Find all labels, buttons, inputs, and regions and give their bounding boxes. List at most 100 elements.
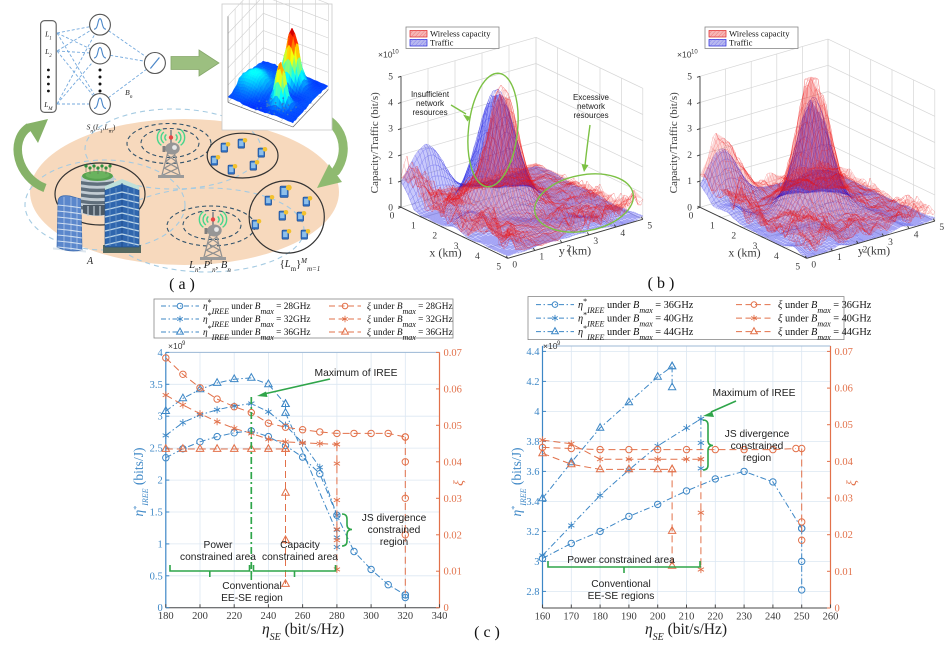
svg-text:3: 3 bbox=[454, 242, 459, 252]
svg-text:0.07: 0.07 bbox=[835, 347, 853, 358]
svg-text:180: 180 bbox=[592, 612, 608, 623]
svg-text:1: 1 bbox=[158, 539, 163, 550]
svg-text:1: 1 bbox=[388, 177, 393, 187]
svg-text:5: 5 bbox=[647, 221, 652, 231]
svg-text:η*IREE under Bmax = 44GHz: η*IREE under Bmax = 44GHz bbox=[578, 323, 694, 341]
svg-text:2: 2 bbox=[863, 245, 868, 255]
svg-text:4: 4 bbox=[620, 229, 625, 239]
svg-text:A: A bbox=[86, 256, 94, 267]
svg-text:3: 3 bbox=[158, 412, 163, 423]
svg-text:1: 1 bbox=[687, 177, 692, 187]
svg-text:0.01: 0.01 bbox=[835, 567, 853, 578]
svg-text:300: 300 bbox=[363, 611, 379, 622]
svg-text:0.05: 0.05 bbox=[444, 421, 462, 432]
svg-text:network: network bbox=[577, 102, 606, 111]
svg-text:3.5: 3.5 bbox=[150, 380, 163, 391]
svg-text:10: 10 bbox=[392, 49, 399, 55]
svg-text:Capacity/Traffic (bit/s): Capacity/Traffic (bit/s) bbox=[668, 92, 680, 193]
svg-text:2.8: 2.8 bbox=[526, 587, 539, 598]
svg-text:0.03: 0.03 bbox=[444, 494, 462, 505]
svg-text:220: 220 bbox=[707, 612, 723, 623]
svg-text:1: 1 bbox=[837, 253, 842, 263]
svg-text:4: 4 bbox=[687, 99, 692, 109]
svg-text:constrained: constrained bbox=[368, 525, 421, 536]
svg-text:4: 4 bbox=[534, 407, 540, 418]
svg-text:0.04: 0.04 bbox=[835, 457, 854, 468]
svg-text:3: 3 bbox=[687, 125, 692, 135]
svg-text:3.6: 3.6 bbox=[526, 467, 539, 478]
svg-text:Power: Power bbox=[204, 540, 233, 551]
svg-text:2: 2 bbox=[432, 232, 437, 242]
svg-text:210: 210 bbox=[679, 612, 695, 623]
svg-text:( a ): ( a ) bbox=[169, 276, 195, 293]
svg-text:constrained area: constrained area bbox=[180, 552, 256, 563]
svg-text:2: 2 bbox=[731, 232, 736, 242]
svg-text:220: 220 bbox=[226, 611, 242, 622]
svg-text:0: 0 bbox=[388, 203, 393, 213]
svg-text:region: region bbox=[743, 453, 771, 464]
svg-text:×10: ×10 bbox=[677, 49, 692, 59]
svg-text:0.05: 0.05 bbox=[835, 420, 853, 431]
svg-text:160: 160 bbox=[535, 612, 551, 623]
svg-text:3.8: 3.8 bbox=[526, 437, 539, 448]
svg-text:0: 0 bbox=[811, 260, 816, 270]
svg-text:280: 280 bbox=[329, 611, 345, 622]
svg-text:250: 250 bbox=[794, 612, 810, 623]
svg-text:4.4: 4.4 bbox=[526, 347, 540, 358]
svg-text:η*IREE under Bmax = 28GHz: η*IREE under Bmax = 28GHz bbox=[203, 298, 311, 316]
svg-text:3.4: 3.4 bbox=[526, 497, 540, 508]
svg-text:0: 0 bbox=[390, 211, 395, 221]
svg-text:JS divergence: JS divergence bbox=[725, 429, 790, 440]
svg-text:η*IREE under Bmax = 40GHz: η*IREE under Bmax = 40GHz bbox=[578, 310, 694, 328]
svg-text:2: 2 bbox=[388, 151, 393, 161]
svg-text:200: 200 bbox=[650, 612, 666, 623]
svg-text:Conventional: Conventional bbox=[222, 581, 281, 592]
svg-text:EE-SE regions: EE-SE regions bbox=[588, 591, 655, 602]
svg-text:5: 5 bbox=[795, 262, 800, 272]
svg-text:0.01: 0.01 bbox=[444, 567, 462, 578]
svg-text:5: 5 bbox=[687, 72, 692, 82]
svg-text:0: 0 bbox=[687, 203, 692, 213]
svg-text:0: 0 bbox=[835, 604, 840, 615]
svg-text:network: network bbox=[416, 99, 445, 108]
svg-text:0.03: 0.03 bbox=[835, 494, 853, 505]
svg-text:5: 5 bbox=[939, 223, 944, 233]
svg-text:region: region bbox=[380, 537, 408, 548]
svg-text:JS divergence: JS divergence bbox=[362, 513, 427, 524]
svg-text:resources: resources bbox=[412, 108, 447, 117]
svg-text:Ln, Ptn, Bn: Ln, Ptn, Bn bbox=[188, 258, 231, 274]
svg-text:Wireless capacity: Wireless capacity bbox=[430, 29, 491, 39]
svg-text:230: 230 bbox=[736, 612, 752, 623]
svg-text:3: 3 bbox=[388, 125, 393, 135]
svg-text:0.5: 0.5 bbox=[150, 571, 163, 582]
svg-text:9: 9 bbox=[557, 341, 561, 347]
svg-text:y (km): y (km) bbox=[559, 243, 591, 257]
svg-text:ξ under Bmax = 36GHz: ξ under Bmax = 36GHz bbox=[367, 327, 453, 342]
svg-text:1: 1 bbox=[710, 222, 715, 232]
svg-text:ηSE (bit/s/Hz): ηSE (bit/s/Hz) bbox=[262, 621, 344, 643]
svg-text:2: 2 bbox=[687, 151, 692, 161]
svg-text:180: 180 bbox=[158, 611, 174, 622]
svg-text:0.06: 0.06 bbox=[444, 384, 462, 395]
svg-text:ξ under Bmax = 36GHz: ξ under Bmax = 36GHz bbox=[778, 300, 872, 315]
svg-text:×10: ×10 bbox=[543, 341, 558, 351]
svg-text:240: 240 bbox=[765, 612, 781, 623]
svg-text:Maximum of IREE: Maximum of IREE bbox=[713, 388, 796, 399]
svg-text:η*IREE under Bmax = 36GHz: η*IREE under Bmax = 36GHz bbox=[578, 296, 694, 314]
svg-text:4.2: 4.2 bbox=[526, 377, 539, 388]
svg-text:0.07: 0.07 bbox=[444, 348, 462, 359]
svg-text:170: 170 bbox=[563, 612, 579, 623]
svg-text:260: 260 bbox=[295, 611, 311, 622]
svg-text:Traffic: Traffic bbox=[430, 38, 454, 48]
svg-text:η*IREE under Bmax = 36GHz: η*IREE under Bmax = 36GHz bbox=[203, 324, 311, 342]
svg-text:ξ under Bmax = 28GHz: ξ under Bmax = 28GHz bbox=[367, 301, 453, 316]
svg-text:240: 240 bbox=[261, 611, 277, 622]
svg-text:2.5: 2.5 bbox=[150, 444, 163, 455]
svg-text:5: 5 bbox=[388, 72, 393, 82]
svg-text:3: 3 bbox=[888, 238, 893, 248]
svg-text:2: 2 bbox=[158, 476, 163, 487]
svg-text:0: 0 bbox=[689, 211, 694, 221]
svg-text:0: 0 bbox=[158, 603, 163, 614]
svg-text:x (km): x (km) bbox=[429, 245, 461, 259]
svg-text:340: 340 bbox=[432, 611, 448, 622]
